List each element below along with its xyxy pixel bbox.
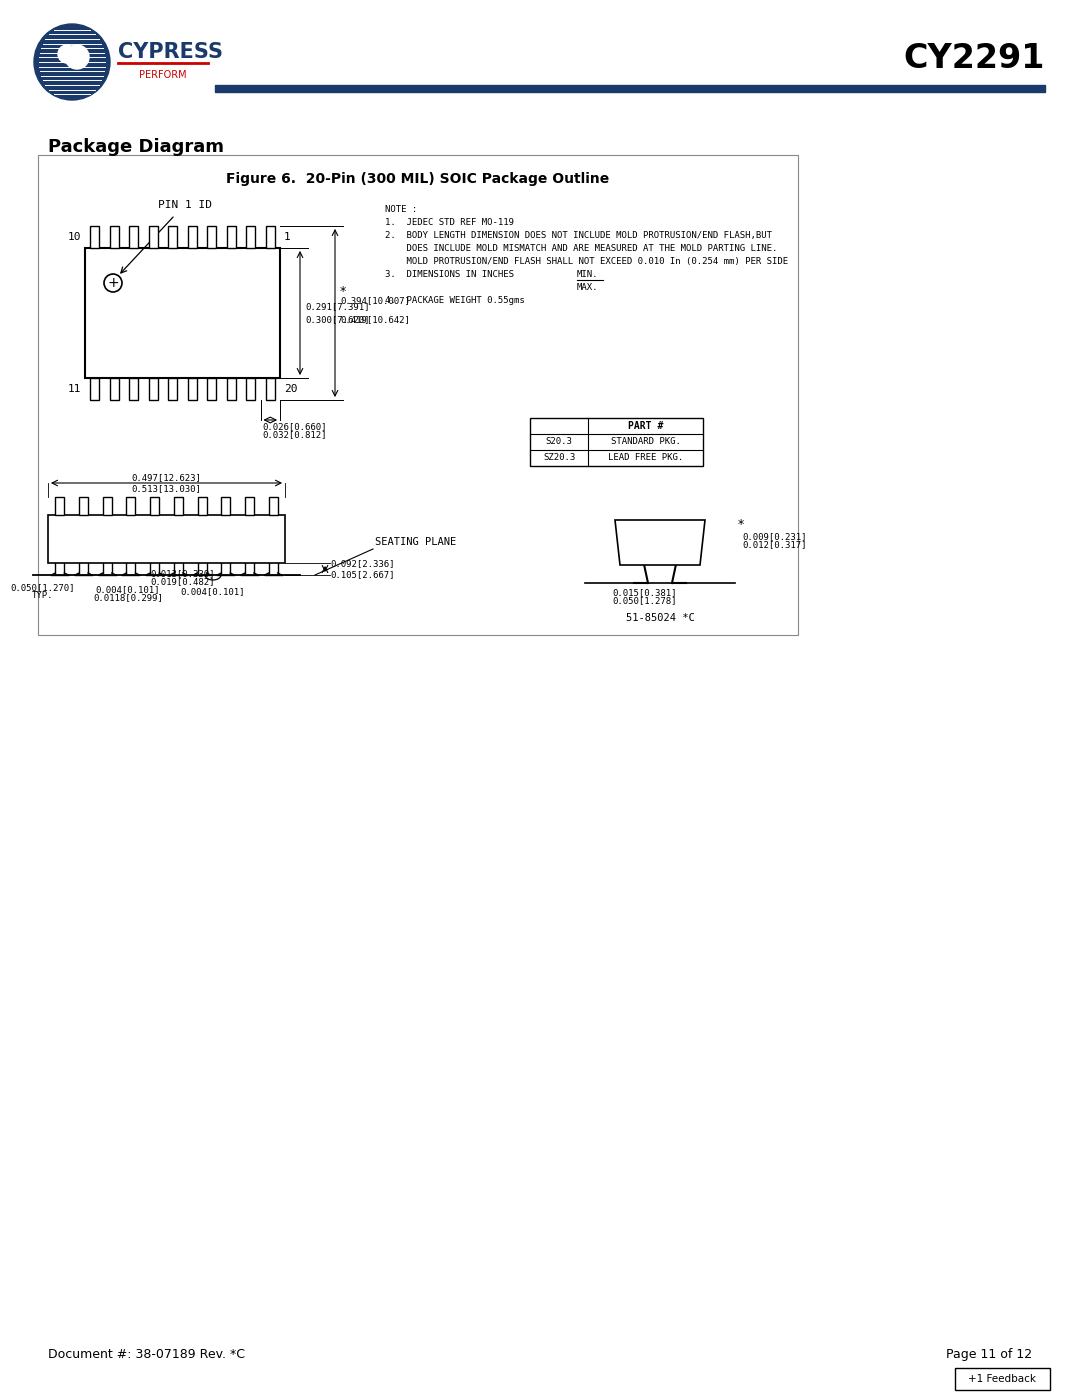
- Text: CY2291: CY2291: [904, 42, 1045, 74]
- Text: 0.300[7.620]: 0.300[7.620]: [305, 314, 369, 324]
- Text: DOES INCLUDE MOLD MISMATCH AND ARE MEASURED AT THE MOLD PARTING LINE.: DOES INCLUDE MOLD MISMATCH AND ARE MEASU…: [384, 244, 778, 253]
- Bar: [266, 226, 274, 249]
- Bar: [246, 226, 255, 249]
- Text: MOLD PROTRUSION/END FLASH SHALL NOT EXCEED 0.010 In (0.254 mm) PER SIDE: MOLD PROTRUSION/END FLASH SHALL NOT EXCE…: [384, 257, 788, 265]
- Text: SEATING PLANE: SEATING PLANE: [375, 536, 456, 548]
- Text: 0.419[10.642]: 0.419[10.642]: [340, 314, 410, 324]
- Text: S20.3: S20.3: [545, 437, 572, 447]
- Text: PART #: PART #: [627, 420, 663, 432]
- Text: 1.  JEDEC STD REF MO-119: 1. JEDEC STD REF MO-119: [384, 218, 514, 226]
- Bar: [168, 379, 177, 400]
- Bar: [198, 497, 206, 515]
- Text: Figure 6.  20-Pin (300 MIL) SOIC Package Outline: Figure 6. 20-Pin (300 MIL) SOIC Package …: [227, 172, 609, 186]
- Text: PIN 1 ID: PIN 1 ID: [158, 200, 212, 210]
- Text: 0.291[7.391]: 0.291[7.391]: [305, 302, 369, 312]
- Bar: [130, 379, 138, 400]
- Text: STANDARD PKG.: STANDARD PKG.: [610, 437, 680, 447]
- Text: *: *: [340, 285, 347, 298]
- Bar: [149, 226, 158, 249]
- Bar: [150, 497, 159, 515]
- Text: 1: 1: [284, 232, 291, 242]
- Bar: [85, 249, 280, 379]
- Bar: [266, 379, 274, 400]
- Bar: [530, 418, 703, 467]
- Text: 2.  BODY LENGTH DIMENSION DOES NOT INCLUDE MOLD PROTRUSION/END FLASH,BUT: 2. BODY LENGTH DIMENSION DOES NOT INCLUD…: [384, 231, 772, 240]
- Bar: [55, 497, 65, 515]
- Bar: [227, 226, 235, 249]
- Text: Package Diagram: Package Diagram: [48, 138, 224, 156]
- Text: Document #: 38-07189 Rev. *C: Document #: 38-07189 Rev. *C: [48, 1348, 245, 1361]
- Text: 0.004[0.101]: 0.004[0.101]: [180, 587, 245, 597]
- Text: +: +: [107, 277, 119, 291]
- Bar: [79, 497, 89, 515]
- Text: 0.092[2.336]: 0.092[2.336]: [330, 559, 394, 569]
- Bar: [91, 379, 99, 400]
- Bar: [110, 226, 119, 249]
- Text: PERFORM: PERFORM: [139, 70, 187, 80]
- Text: 0.050[1.278]: 0.050[1.278]: [612, 597, 677, 605]
- Text: 0.009[0.231]: 0.009[0.231]: [742, 532, 807, 541]
- Text: 10: 10: [67, 232, 81, 242]
- Text: 0.394[10.007]: 0.394[10.007]: [340, 296, 410, 305]
- Text: 0.004[0.101]: 0.004[0.101]: [96, 585, 160, 594]
- Bar: [91, 226, 99, 249]
- Text: 51-85024 *C: 51-85024 *C: [625, 613, 694, 623]
- Bar: [149, 379, 158, 400]
- Bar: [245, 497, 254, 515]
- Bar: [38, 155, 798, 636]
- Bar: [103, 497, 111, 515]
- Text: 0.032[0.812]: 0.032[0.812]: [262, 430, 327, 439]
- Text: 0.019[0.482]: 0.019[0.482]: [151, 577, 215, 585]
- Bar: [188, 379, 197, 400]
- Circle shape: [58, 45, 76, 63]
- Bar: [48, 515, 285, 563]
- Bar: [955, 1368, 1050, 1390]
- Text: 0.012[0.317]: 0.012[0.317]: [742, 541, 807, 549]
- Bar: [215, 85, 1045, 92]
- Text: 0.105[2.667]: 0.105[2.667]: [330, 570, 394, 578]
- Bar: [174, 497, 183, 515]
- Text: 11: 11: [67, 384, 81, 394]
- Bar: [207, 379, 216, 400]
- Circle shape: [33, 24, 110, 101]
- Text: CYPRESS: CYPRESS: [118, 42, 222, 61]
- Text: 4.  PACKAGE WEIGHT 0.55gms: 4. PACKAGE WEIGHT 0.55gms: [384, 296, 525, 305]
- Polygon shape: [615, 520, 705, 564]
- Text: *: *: [738, 518, 744, 531]
- Bar: [269, 497, 278, 515]
- Bar: [246, 379, 255, 400]
- Text: 0.026[0.660]: 0.026[0.660]: [262, 422, 327, 432]
- Text: 0.013[0.330]: 0.013[0.330]: [151, 569, 215, 578]
- Bar: [110, 379, 119, 400]
- Text: 0.015[0.381]: 0.015[0.381]: [612, 588, 677, 597]
- Text: TYP.: TYP.: [32, 591, 54, 599]
- Text: 0.0118[0.299]: 0.0118[0.299]: [93, 592, 163, 602]
- Circle shape: [65, 45, 89, 68]
- Text: MAX.: MAX.: [577, 284, 598, 292]
- Bar: [227, 379, 235, 400]
- Text: LEAD FREE PKG.: LEAD FREE PKG.: [608, 454, 684, 462]
- Bar: [126, 497, 135, 515]
- Text: +1 Feedback: +1 Feedback: [969, 1375, 1037, 1384]
- Bar: [188, 226, 197, 249]
- Text: SZ20.3: SZ20.3: [543, 454, 576, 462]
- Bar: [130, 226, 138, 249]
- Bar: [168, 226, 177, 249]
- Text: 3.  DIMENSIONS IN INCHES: 3. DIMENSIONS IN INCHES: [384, 270, 514, 279]
- Text: MIN.: MIN.: [577, 270, 598, 279]
- Bar: [221, 497, 230, 515]
- Text: Page 11 of 12: Page 11 of 12: [946, 1348, 1032, 1361]
- Text: 20: 20: [284, 384, 297, 394]
- Text: NOTE :: NOTE :: [384, 205, 417, 214]
- Bar: [207, 226, 216, 249]
- Text: 0.050[1.270]: 0.050[1.270]: [11, 583, 76, 592]
- Text: 0.513[13.030]: 0.513[13.030]: [132, 483, 202, 493]
- Text: 0.497[12.623]: 0.497[12.623]: [132, 474, 202, 482]
